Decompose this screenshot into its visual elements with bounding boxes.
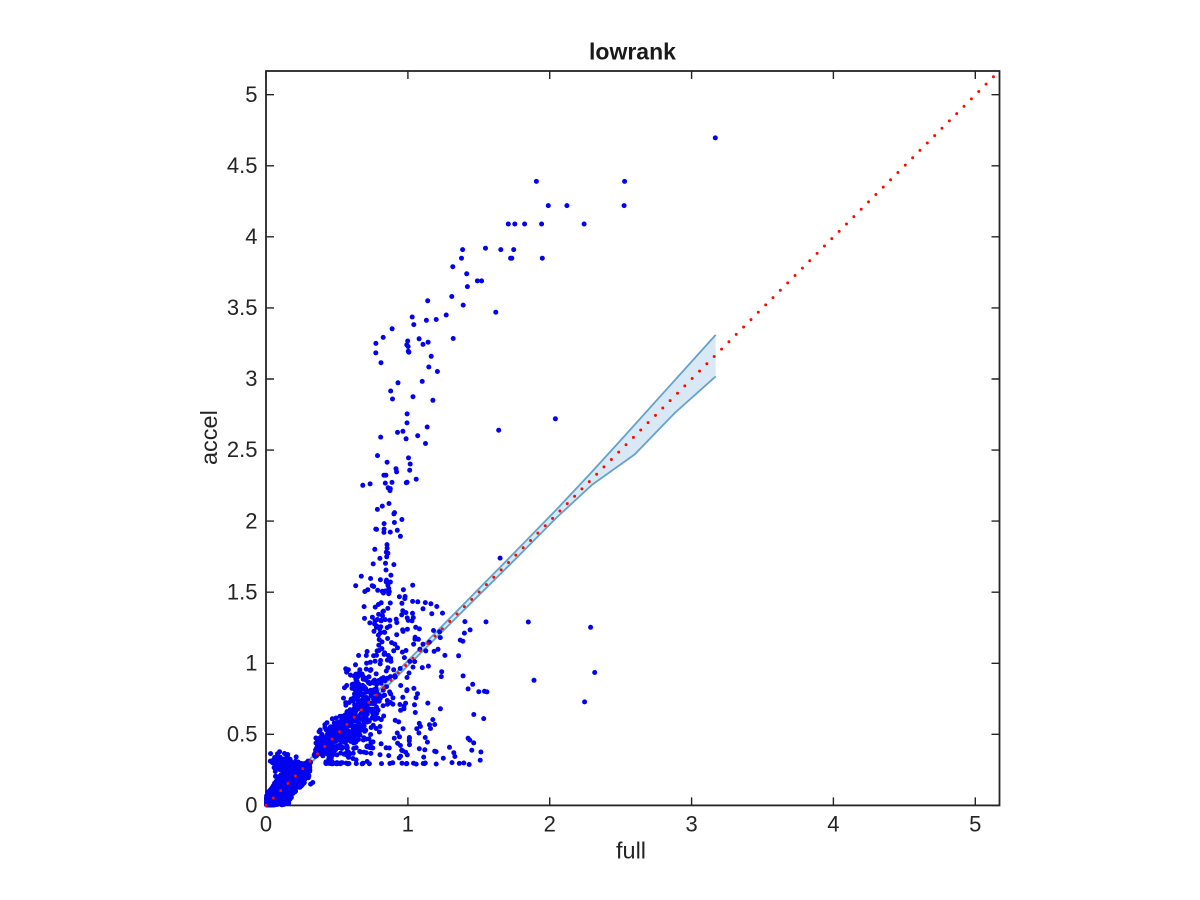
svg-text:4: 4 xyxy=(827,812,839,837)
svg-text:5: 5 xyxy=(969,812,981,837)
svg-text:2.5: 2.5 xyxy=(227,437,258,462)
svg-text:0: 0 xyxy=(260,812,272,837)
svg-text:4: 4 xyxy=(245,224,257,249)
svg-text:1: 1 xyxy=(245,651,257,676)
svg-text:1.5: 1.5 xyxy=(227,579,258,604)
svg-text:2: 2 xyxy=(245,508,257,533)
svg-text:0: 0 xyxy=(245,793,257,818)
svg-text:5: 5 xyxy=(245,82,257,107)
svg-text:accel: accel xyxy=(196,410,222,465)
svg-text:3: 3 xyxy=(685,812,697,837)
svg-text:lowrank: lowrank xyxy=(589,39,676,65)
svg-text:full: full xyxy=(616,838,646,864)
svg-text:3.5: 3.5 xyxy=(227,295,258,320)
svg-text:1: 1 xyxy=(402,812,414,837)
svg-text:2: 2 xyxy=(544,812,556,837)
svg-text:0.5: 0.5 xyxy=(227,722,258,747)
svg-text:3: 3 xyxy=(245,366,257,391)
svg-text:4.5: 4.5 xyxy=(227,153,258,178)
